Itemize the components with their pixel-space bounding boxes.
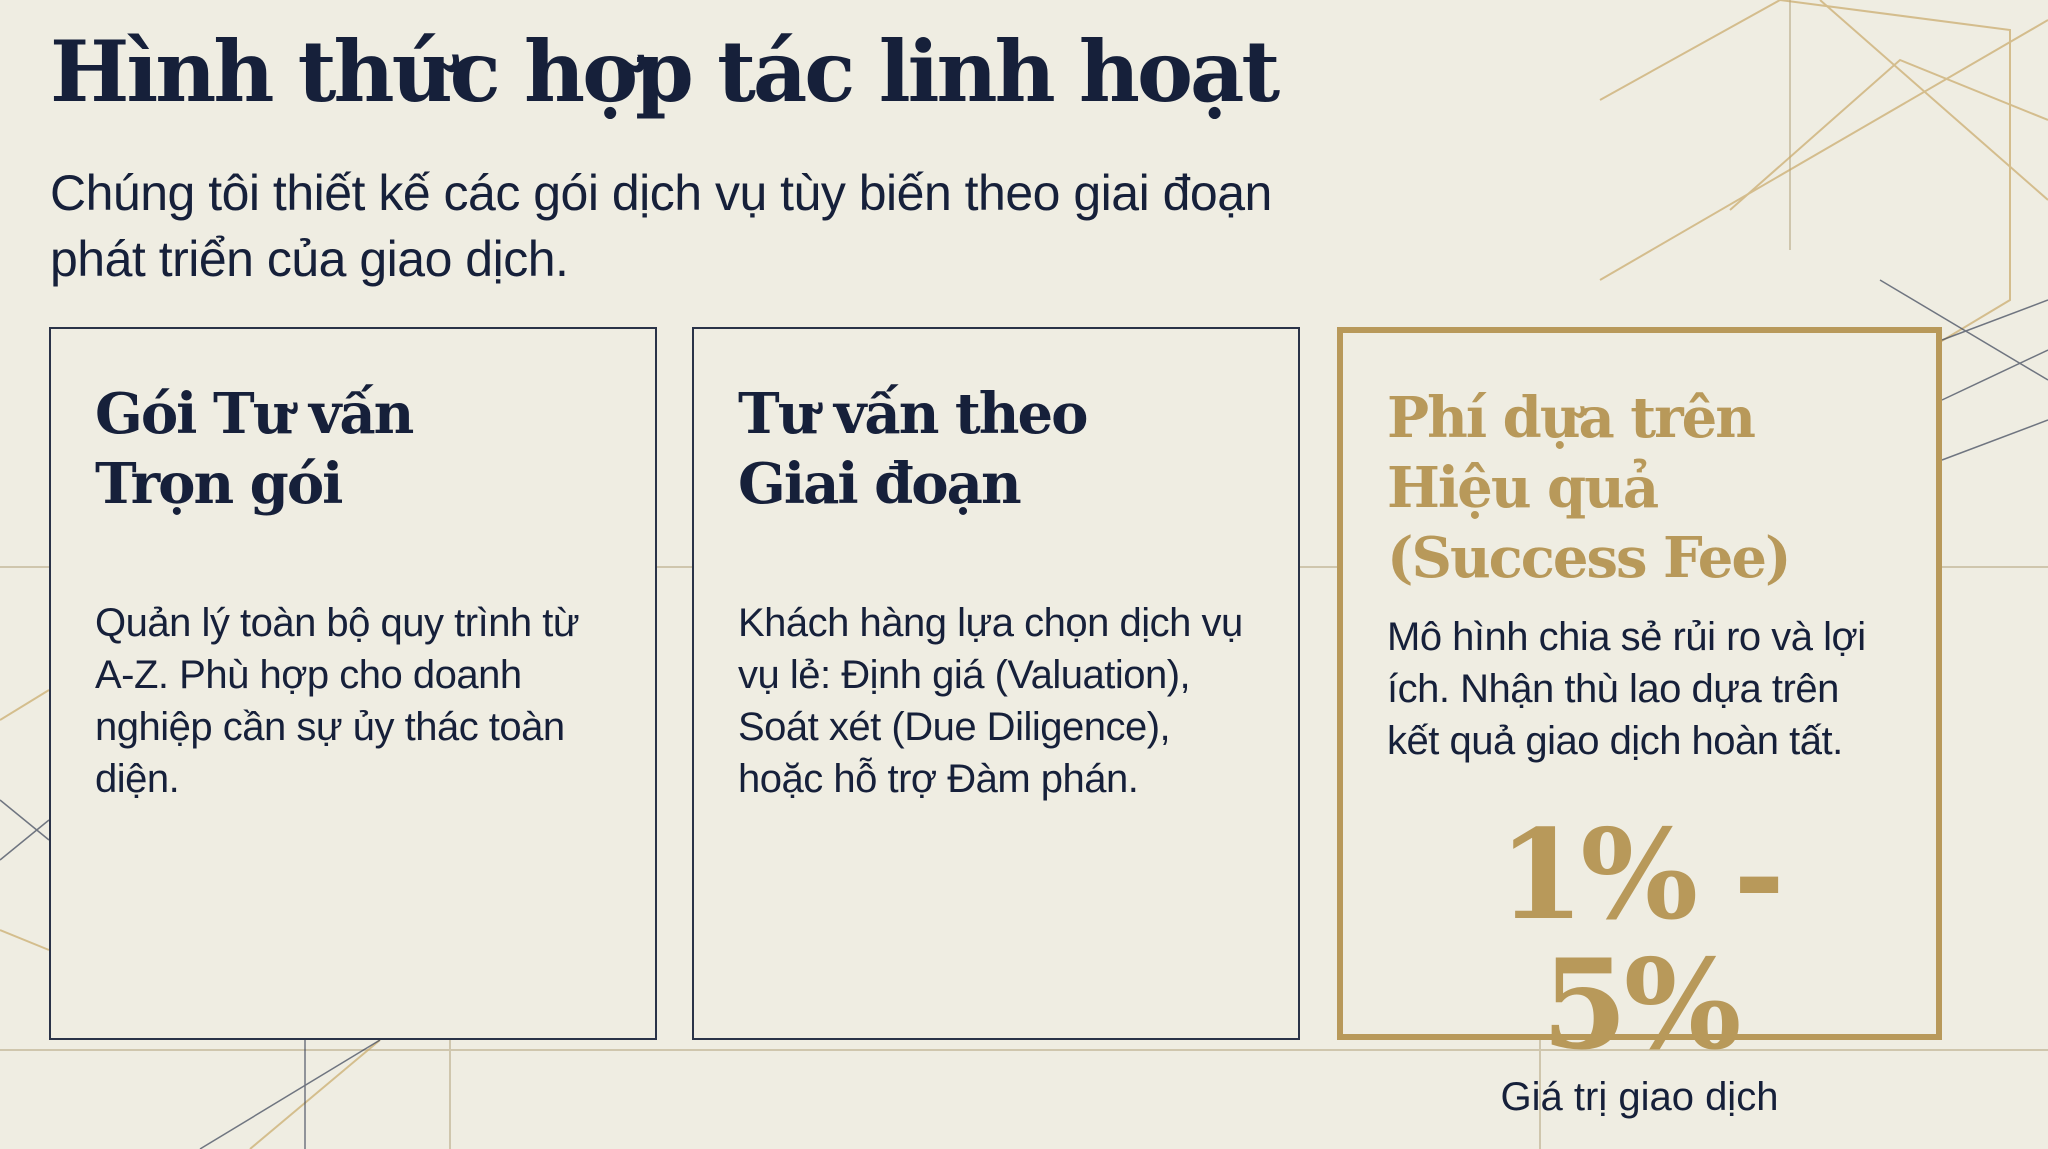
card-body: Quản lý toàn bộ quy trình từ A-Z. Phù hợ… [95, 601, 580, 801]
fee-range-label: Giá trị giao dịch [1500, 1075, 1779, 1119]
card-body: Khách hàng lựa chọn dịch vụ vụ lẻ: Định … [738, 601, 1243, 801]
card-full-package: Gói Tư vấn Trọn gói Quản lý toàn bộ quy … [49, 327, 657, 1040]
card-success-fee: Phí dựa trên Hiệu quả (Success Fee) Mô h… [1337, 327, 1942, 1119]
card-stage-advisory: Tư vấn theo Giai đoạn Khách hàng lựa chọ… [692, 327, 1300, 1040]
page-subtitle: Chúng tôi thiết kế các gói dịch vụ tùy b… [50, 165, 1272, 287]
card-title: Gói Tư vấn Trọn gói [95, 381, 414, 517]
card-title: Phí dựa trên Hiệu quả (Success Fee) [1387, 385, 1791, 591]
fee-range: 1% - 5% [1498, 803, 1785, 1078]
card-title: Tư vấn theo Giai đoạn [738, 381, 1088, 517]
page-title: Hình thức hợp tác linh hoạt [50, 22, 1280, 121]
card-body: Mô hình chia sẻ rủi ro và lợi ích. Nhận … [1387, 615, 1866, 763]
